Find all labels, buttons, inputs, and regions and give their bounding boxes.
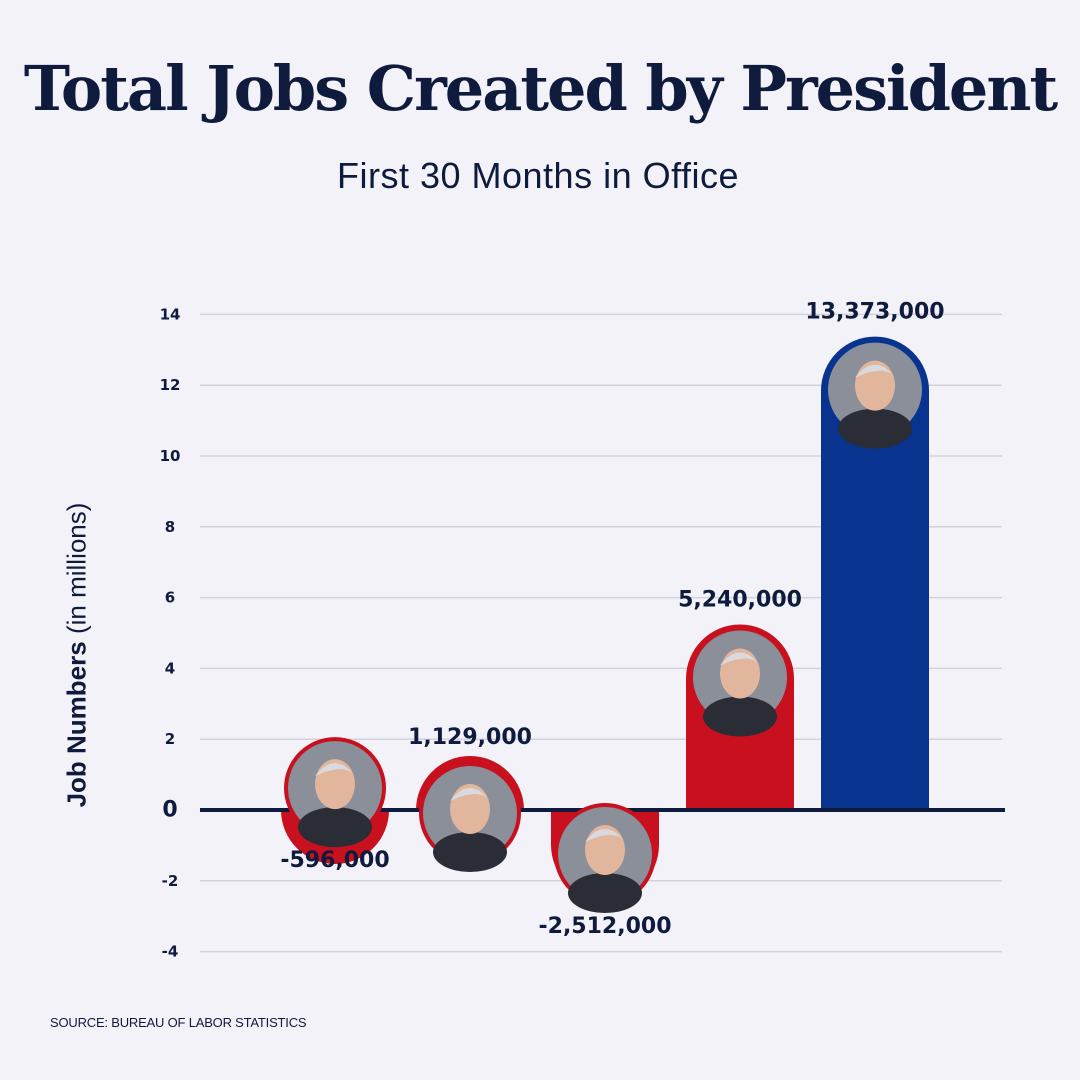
y-tick-label: -4 — [162, 943, 179, 961]
president-portrait — [824, 338, 926, 449]
president-portrait — [284, 737, 386, 848]
y-tick-label: 12 — [160, 376, 181, 394]
y-tick-label: 6 — [165, 589, 175, 607]
portrait-hair — [450, 788, 490, 802]
chart-title: Total Jobs Created by President — [23, 52, 1058, 125]
y-tick-label: 8 — [165, 518, 175, 536]
y-tick-label: 14 — [160, 305, 181, 323]
portrait-hair — [720, 652, 760, 666]
portrait-shoulders — [838, 408, 912, 449]
source-note: SOURCE: BUREAU OF LABOR STATISTICS — [50, 1015, 307, 1030]
value-label: 1,129,000 — [408, 725, 532, 750]
y-tick-label: 0 — [162, 798, 177, 823]
portrait-hair — [585, 829, 625, 842]
president-portrait — [689, 626, 791, 737]
portrait-shoulders — [298, 807, 372, 848]
chart-subtitle: First 30 Months in Office — [337, 155, 739, 196]
y-tick-label: 2 — [165, 730, 175, 748]
avatars — [284, 338, 926, 913]
president-portrait — [554, 803, 656, 913]
portrait-hair — [315, 763, 355, 777]
president-portrait — [419, 762, 521, 873]
y-tick-label: 4 — [165, 659, 175, 677]
portrait-shoulders — [433, 832, 507, 873]
value-label: -596,000 — [280, 848, 389, 873]
value-label: 5,240,000 — [678, 588, 802, 613]
y-tick-label: 10 — [160, 447, 181, 465]
portrait-hair — [855, 364, 895, 378]
value-label: 13,373,000 — [805, 300, 944, 325]
portrait-shoulders — [568, 873, 642, 913]
portrait-shoulders — [703, 696, 777, 737]
y-axis-ticks: -4 -2 0 2 4 6 8 10 12 14 — [160, 305, 181, 960]
y-tick-label: -2 — [162, 872, 179, 890]
value-label: -2,512,000 — [539, 914, 672, 939]
value-labels: -596,000 1,129,000 -2,512,000 5,240,000 13,3… — [280, 300, 944, 939]
bar — [821, 336, 929, 810]
